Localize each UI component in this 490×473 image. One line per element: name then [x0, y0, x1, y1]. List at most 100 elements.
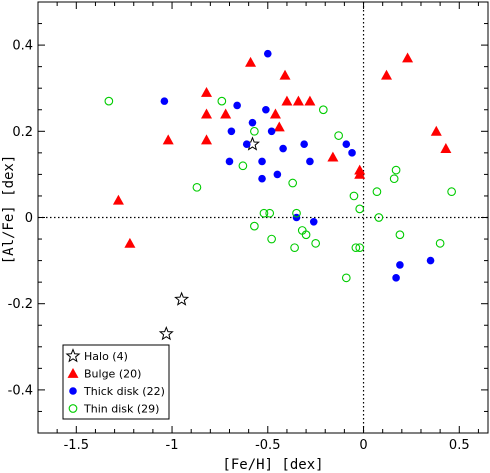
data-point — [245, 56, 257, 67]
data-point — [258, 174, 266, 183]
data-point — [396, 261, 404, 269]
data-point — [430, 125, 442, 136]
legend-box — [62, 344, 170, 420]
series-star-0 — [158, 136, 260, 341]
data-point — [262, 105, 270, 114]
data-point — [263, 49, 272, 58]
legend-marker — [67, 368, 79, 378]
y-tick-label: -0.2 — [8, 297, 33, 312]
data-point — [192, 182, 202, 192]
data-point — [259, 208, 269, 218]
data-point — [435, 239, 445, 248]
data-point — [292, 95, 304, 106]
series-circle-3 — [104, 96, 456, 283]
data-point — [348, 149, 356, 157]
data-point — [217, 96, 227, 106]
data-point — [220, 108, 232, 119]
y-tick-label: -0.4 — [8, 383, 33, 398]
x-axis-label: [Fe/H] [dex] — [222, 457, 323, 473]
legend-entry: Bulge (20) — [84, 368, 141, 381]
data-point — [174, 291, 190, 306]
data-point — [372, 187, 382, 196]
data-point — [273, 170, 282, 179]
x-tick-label: 0 — [359, 438, 367, 453]
data-point — [267, 234, 276, 244]
data-point — [389, 174, 399, 184]
data-point — [304, 95, 316, 106]
data-point — [447, 187, 456, 196]
data-point — [104, 96, 114, 106]
legend-marker — [65, 348, 81, 363]
data-point — [227, 127, 236, 136]
data-point — [250, 221, 259, 231]
legend-entry: Thin disk (29) — [83, 403, 159, 416]
data-point — [233, 101, 241, 110]
series-circle-2 — [160, 49, 435, 282]
data-point — [300, 140, 308, 149]
data-point — [309, 218, 318, 226]
data-point — [162, 134, 174, 145]
x-tick-label: -0.5 — [255, 438, 280, 453]
data-point — [327, 151, 339, 162]
data-point — [201, 108, 213, 119]
data-point — [306, 157, 314, 166]
data-point — [238, 161, 248, 171]
data-point — [269, 108, 281, 119]
data-point — [265, 208, 275, 218]
legend-entry: Halo (4) — [84, 350, 128, 363]
data-point — [225, 157, 234, 166]
data-point — [279, 144, 287, 153]
x-tick-label: 0.5 — [449, 438, 470, 453]
data-point — [355, 204, 365, 214]
legend-entry: Thick disk (22) — [83, 385, 165, 398]
legend: Halo (4) Bulge (20) Thick disk (22) Thin di… — [62, 344, 170, 420]
data-point — [250, 126, 259, 136]
data-point — [374, 213, 384, 222]
data-point — [426, 256, 435, 265]
y-axis-label: [Al/Fe] [dex] — [1, 155, 17, 265]
data-point — [290, 243, 299, 253]
legend-marker — [68, 404, 78, 413]
y-tick-label: 0.2 — [12, 125, 33, 140]
data-points — [104, 49, 456, 341]
data-point — [201, 134, 213, 145]
data-point — [242, 140, 251, 149]
data-point — [124, 237, 136, 248]
data-point — [267, 127, 276, 136]
data-point — [391, 165, 401, 175]
data-point — [381, 69, 393, 80]
x-tick-label: -1 — [166, 438, 179, 453]
data-point — [349, 191, 359, 201]
series-triangle-1 — [112, 52, 452, 248]
data-point — [341, 273, 351, 283]
data-point — [402, 52, 414, 63]
data-point — [112, 194, 124, 205]
data-point — [160, 97, 169, 105]
data-point — [201, 87, 213, 97]
data-point — [392, 274, 400, 282]
legend-marker — [69, 387, 77, 395]
data-point — [292, 208, 301, 218]
x-tick-label: -1.5 — [64, 438, 89, 453]
data-point — [351, 243, 361, 253]
y-tick-label: 0 — [25, 211, 33, 226]
data-point — [440, 143, 452, 153]
reference-lines — [38, 2, 488, 433]
data-point — [334, 131, 343, 140]
y-tick-label: 0.4 — [12, 39, 33, 54]
data-point — [355, 243, 365, 253]
data-point — [288, 178, 298, 188]
data-point — [248, 118, 257, 127]
data-point — [342, 140, 351, 149]
data-point — [318, 105, 328, 115]
data-point — [158, 325, 174, 341]
data-point — [311, 239, 321, 248]
data-point — [297, 226, 307, 235]
data-point — [281, 95, 293, 106]
data-point — [273, 121, 285, 132]
data-point — [354, 168, 366, 179]
data-point — [395, 230, 405, 240]
data-point — [258, 157, 266, 166]
